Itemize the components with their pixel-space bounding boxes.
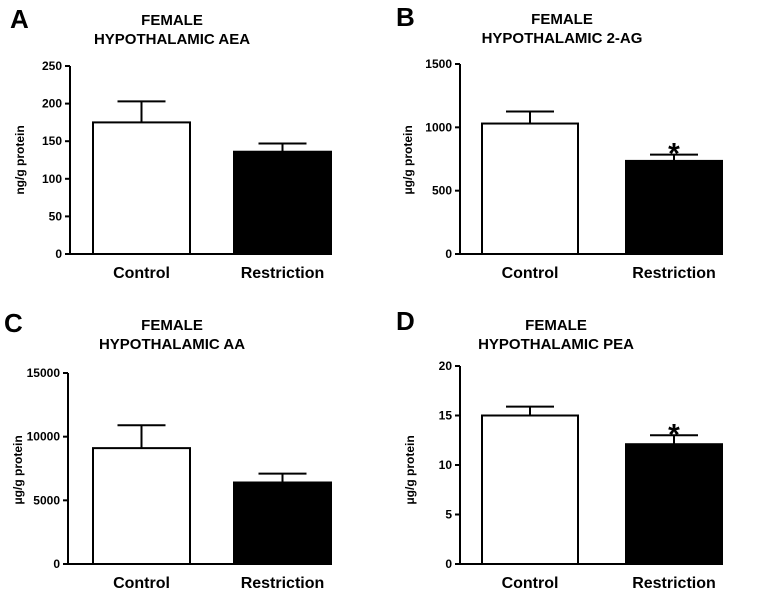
panel-letter: A	[10, 4, 29, 34]
bar-control	[481, 122, 579, 255]
y-axis-label: ng/g protein	[13, 125, 27, 194]
y-tick-label: 15	[439, 409, 453, 423]
y-tick-label: 100	[42, 172, 62, 186]
panel-b: B FEMALE HYPOTHALAMIC 2-AG μg/g protein 0 500…	[396, 2, 723, 282]
x-category-label: Restriction	[241, 265, 325, 282]
y-tick-label: 250	[42, 59, 62, 73]
y-tick-label: 500	[432, 184, 452, 198]
x-category-label: Control	[502, 265, 559, 282]
y-tick-label: 1500	[425, 57, 452, 71]
y-tick-label: 10000	[27, 430, 61, 444]
y-tick-label: 0	[445, 557, 452, 571]
panel-letter: B	[396, 2, 415, 32]
y-tick-label: 20	[439, 359, 453, 373]
x-category-label: Restriction	[632, 265, 716, 282]
panel-title-line1: FEMALE	[525, 317, 587, 334]
y-tick-label: 0	[445, 247, 452, 261]
x-category-label: Control	[113, 575, 170, 592]
y-axis-label: μg/g protein	[401, 125, 415, 194]
y-tick-label: 200	[42, 97, 62, 111]
bar-restriction	[625, 159, 723, 255]
panel-d: D FEMALE HYPOTHALAMIC PEA μg/g protein 0 5 10 1…	[396, 306, 723, 592]
panel-title-line1: FEMALE	[141, 317, 203, 334]
y-axis-label: μg/g protein	[403, 435, 417, 504]
significance-marker: *	[668, 418, 680, 451]
bar-control	[92, 121, 191, 256]
panel-c: C FEMALE HYPOTHALAMIC AA μg/g protein 0 5000 1…	[4, 308, 332, 592]
y-tick-label: 0	[55, 247, 62, 261]
x-category-label: Control	[502, 575, 559, 592]
panel-title-line1: FEMALE	[531, 11, 593, 28]
bar-control	[481, 414, 579, 565]
y-tick-label: 1000	[425, 120, 452, 134]
panel-a: A FEMALE HYPOTHALAMIC AEA ng/g protein 0 50 10…	[10, 4, 332, 282]
y-tick-label: 15000	[27, 366, 61, 380]
panel-title-line2: HYPOTHALAMIC PEA	[478, 336, 634, 353]
x-category-label: Control	[113, 265, 170, 282]
y-tick-label: 0	[53, 557, 60, 571]
panel-title-line2: HYPOTHALAMIC AA	[99, 336, 245, 353]
bar-restriction	[233, 150, 332, 255]
y-tick-label: 10	[439, 458, 453, 472]
panel-letter: C	[4, 308, 23, 338]
y-tick-label: 150	[42, 134, 62, 148]
panel-title-line1: FEMALE	[141, 12, 203, 29]
panel-title-line2: HYPOTHALAMIC 2-AG	[482, 30, 643, 47]
y-tick-label: 50	[49, 209, 63, 223]
y-tick-label: 5	[445, 508, 452, 522]
x-category-label: Restriction	[632, 575, 716, 592]
significance-marker: *	[668, 138, 680, 171]
y-tick-label: 5000	[33, 493, 60, 507]
x-category-label: Restriction	[241, 575, 325, 592]
bar-restriction	[233, 481, 332, 565]
y-axis-label: μg/g protein	[11, 435, 25, 504]
bar-restriction	[625, 443, 723, 565]
panel-letter: D	[396, 306, 415, 336]
bar-control	[92, 447, 191, 566]
panel-title-line2: HYPOTHALAMIC AEA	[94, 31, 250, 48]
